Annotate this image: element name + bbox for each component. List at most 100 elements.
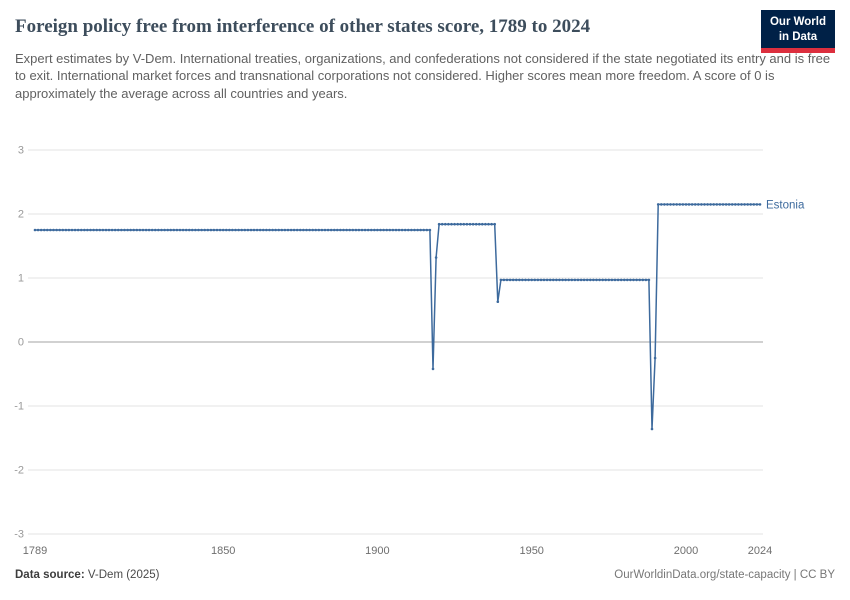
data-point: [644, 278, 648, 282]
data-point: [101, 228, 105, 232]
data-point: [558, 278, 561, 282]
data-point: [471, 222, 475, 226]
data-point: [548, 278, 552, 282]
data-point: [360, 228, 364, 232]
data-point: [490, 222, 493, 226]
data-point: [539, 278, 543, 282]
data-point: [589, 278, 592, 282]
data-point: [342, 228, 345, 232]
data-point: [249, 228, 253, 232]
data-point: [209, 228, 213, 232]
data-point: [511, 278, 515, 282]
data-point: [169, 228, 172, 232]
data-point: [749, 203, 752, 206]
series-end-label: Estonia: [766, 199, 805, 211]
data-point: [246, 228, 250, 232]
data-point: [656, 203, 660, 206]
data-point: [669, 203, 672, 206]
data-point: [555, 278, 558, 282]
data-point: [228, 228, 231, 232]
data-point: [76, 228, 80, 232]
data-point: [98, 228, 102, 232]
data-point: [163, 228, 166, 232]
data-point: [160, 228, 163, 232]
data-point: [413, 228, 416, 232]
data-point: [561, 278, 564, 282]
data-point: [178, 228, 182, 232]
data-point: [619, 278, 623, 282]
data-point: [592, 278, 595, 282]
data-point: [484, 222, 487, 226]
data-point: [218, 228, 222, 232]
data-point: [144, 228, 148, 232]
data-point: [459, 222, 463, 226]
footer-credit[interactable]: OurWorldinData.org/state-capacity | CC B…: [614, 569, 835, 581]
data-point: [481, 222, 484, 226]
data-point: [700, 203, 703, 206]
owid-logo-line2: in Data: [778, 30, 818, 43]
data-point: [675, 203, 678, 206]
data-point: [80, 228, 83, 232]
x-tick-label: 1850: [211, 545, 235, 557]
y-tick-label: 0: [18, 337, 24, 349]
data-point: [295, 228, 299, 232]
data-point: [280, 228, 284, 232]
data-point: [33, 228, 37, 232]
data-point: [496, 300, 500, 303]
data-point: [382, 228, 385, 232]
data-point: [431, 367, 435, 371]
data-point: [687, 203, 691, 206]
data-point: [515, 278, 518, 282]
x-tick-label: 1950: [519, 545, 543, 557]
data-source-value: V-Dem (2025): [87, 569, 160, 581]
data-point: [348, 228, 352, 232]
data-point: [61, 228, 65, 232]
data-point: [113, 228, 117, 232]
data-point: [271, 228, 274, 232]
data-point: [437, 222, 441, 226]
data-point: [129, 228, 132, 232]
data-point: [697, 203, 700, 206]
data-point: [277, 228, 281, 232]
data-point: [58, 228, 61, 232]
data-point: [453, 222, 456, 226]
data-point: [663, 203, 666, 206]
data-point: [262, 228, 265, 232]
data-point: [533, 278, 537, 282]
data-point: [416, 228, 419, 232]
data-point: [604, 278, 607, 282]
data-point: [638, 278, 641, 282]
y-tick-label: -3: [14, 529, 24, 541]
data-point: [265, 228, 268, 232]
data-point: [400, 228, 404, 232]
data-point: [92, 228, 95, 232]
y-tick-label: -1: [14, 401, 24, 413]
data-point: [357, 228, 361, 232]
data-point: [326, 228, 330, 232]
data-point: [292, 228, 296, 232]
data-point: [255, 228, 259, 232]
data-point: [536, 278, 540, 282]
data-point: [308, 228, 311, 232]
data-point: [746, 203, 749, 206]
data-point: [632, 278, 635, 282]
data-point: [518, 278, 521, 282]
data-point: [681, 203, 685, 206]
data-point: [86, 228, 89, 232]
data-point: [727, 203, 731, 206]
data-point: [721, 203, 725, 206]
data-point: [601, 278, 604, 282]
data-point: [70, 228, 74, 232]
data-point: [89, 228, 92, 232]
data-point: [542, 278, 546, 282]
data-point: [502, 278, 506, 282]
data-point: [740, 203, 743, 206]
data-point: [752, 203, 756, 206]
owid-logo-line1: Our World: [769, 16, 826, 28]
data-point: [351, 228, 355, 232]
data-point: [302, 228, 305, 232]
data-source-label: Data source:: [15, 569, 85, 581]
data-point: [225, 228, 228, 232]
data-point: [585, 278, 589, 282]
